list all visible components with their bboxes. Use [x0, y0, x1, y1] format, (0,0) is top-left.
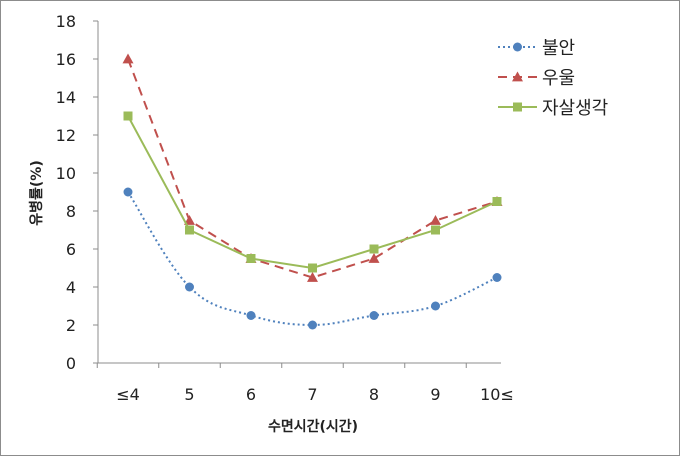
y-tick-label: 18: [56, 12, 76, 31]
legend-marker: [513, 42, 522, 52]
series-line: [127, 115, 498, 270]
data-point: [430, 215, 441, 225]
series-1: [123, 187, 502, 330]
y-tick-label: 4: [66, 278, 76, 297]
x-axis-title: 수면시간(시간): [268, 418, 358, 435]
y-tick-label: 10: [56, 164, 76, 183]
y-tick-label: 14: [56, 88, 76, 107]
data-point: [431, 301, 440, 311]
data-point: [185, 282, 194, 292]
legend-label: 불안: [542, 38, 575, 59]
series-2: [122, 53, 503, 282]
y-axis-title: 유병률(%): [28, 160, 45, 225]
legend-item: 불안: [498, 38, 575, 59]
y-tick-label: 6: [66, 240, 76, 259]
y-tick-label: 8: [66, 202, 76, 221]
data-point: [246, 311, 256, 320]
series-group: [122, 53, 503, 330]
legend-label: 자살생각: [542, 98, 608, 119]
series-3: [123, 111, 502, 273]
legend-item: 자살생각: [498, 98, 608, 119]
x-tick-label: 10≤: [480, 385, 514, 404]
legend-item: 우울: [498, 68, 575, 89]
y-tick-label: 12: [56, 126, 76, 145]
data-point: [492, 273, 502, 282]
data-point: [369, 244, 379, 254]
data-point: [369, 311, 379, 320]
series-line: [127, 191, 498, 327]
data-point: [122, 53, 134, 64]
data-point: [492, 197, 502, 206]
x-tick-label: ≤4: [116, 385, 140, 404]
data-point: [431, 225, 440, 235]
x-tick-label: 6: [246, 385, 256, 404]
data-point: [123, 111, 133, 121]
series-line: [127, 58, 498, 279]
legend-marker: [513, 102, 522, 112]
data-point: [184, 215, 195, 225]
x-tick-label: 7: [307, 385, 317, 404]
data-point: [185, 225, 194, 235]
x-tick-label: 9: [430, 385, 440, 404]
y-tick-label: 0: [66, 354, 76, 373]
y-tick-label: 16: [56, 50, 76, 69]
data-point: [368, 253, 380, 263]
y-tick-label: 2: [66, 316, 76, 335]
legend-label: 우울: [542, 68, 575, 89]
axes: 0 2 4 6 8 10 12 14 16 18 ≤4 5 6 7 8 9 10≤: [56, 12, 514, 404]
x-tick-label: 8: [369, 385, 379, 404]
data-point: [123, 187, 133, 197]
data-point: [246, 254, 256, 263]
data-point: [308, 263, 317, 273]
data-point: [308, 320, 317, 330]
data-point: [307, 272, 318, 282]
legend-marker: [512, 71, 523, 82]
x-tick-label: 5: [184, 385, 194, 404]
